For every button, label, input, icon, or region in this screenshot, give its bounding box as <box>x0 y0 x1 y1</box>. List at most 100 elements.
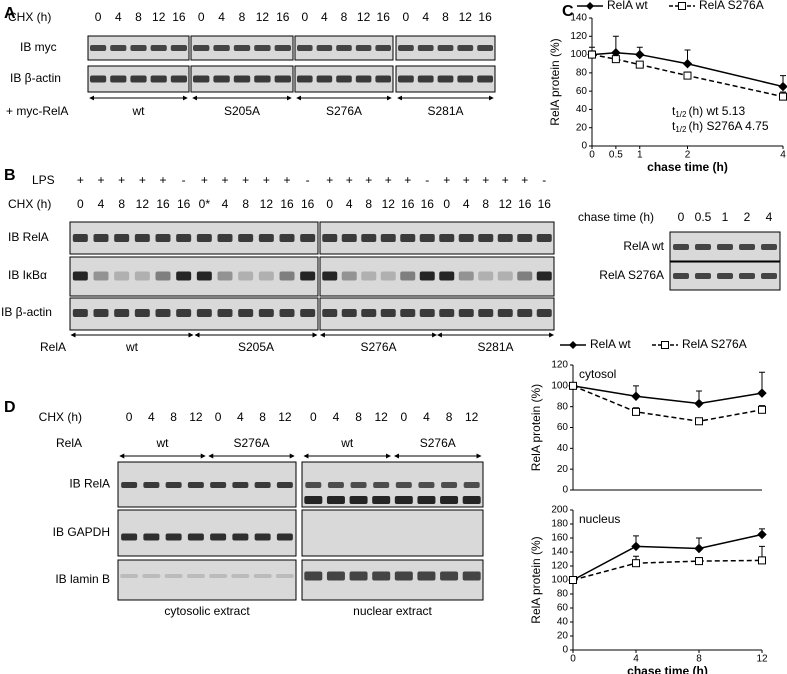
lane-label: 16 <box>301 197 315 211</box>
y-axis-label: RelA protein (%) <box>529 384 543 471</box>
chx-label: CHX (h) <box>8 10 51 24</box>
blot-band <box>398 75 414 83</box>
blot-band <box>355 75 372 83</box>
blot-band <box>274 45 291 51</box>
blot-band <box>361 309 377 317</box>
blot-band <box>110 75 127 83</box>
blot-band <box>394 496 413 504</box>
blot-band <box>120 574 139 578</box>
lane-label: 0* <box>199 197 211 211</box>
half-life-symbol: t <box>672 104 676 118</box>
group-label: wt <box>156 436 170 450</box>
blot-band <box>341 271 357 281</box>
point <box>631 541 641 552</box>
row-label: IB lamin B <box>55 572 110 586</box>
blot-band <box>93 309 109 317</box>
y-axis-label: RelA protein (%) <box>529 536 543 623</box>
chx-label: CHX (h) <box>39 410 82 424</box>
lps-sign: + <box>159 173 166 187</box>
group-label: S276A <box>233 436 269 450</box>
lps-sign: + <box>201 173 208 187</box>
blot-band <box>130 45 147 51</box>
blot-band <box>322 271 338 281</box>
blot-band <box>739 244 755 250</box>
blot-band <box>93 234 109 242</box>
blot-band <box>164 574 183 578</box>
construct-label: + myc-RelA <box>6 104 68 118</box>
blot-band <box>341 234 357 242</box>
blot-band <box>275 574 294 578</box>
lane-label: 12 <box>260 197 274 211</box>
extract-label: nuclear extract <box>353 604 432 618</box>
blot-band <box>417 496 436 504</box>
blot-band <box>93 271 109 281</box>
y-tick-label: 120 <box>570 31 587 42</box>
blot-band <box>72 271 88 281</box>
blot-band <box>417 571 436 581</box>
extract-label: cytosolic extract <box>164 604 250 618</box>
lane-label: 12 <box>189 410 203 424</box>
blot-band <box>155 271 171 281</box>
blot-band <box>196 309 212 317</box>
blot-band <box>114 234 130 242</box>
lane-label: 4 <box>222 197 229 211</box>
blot-band <box>717 273 733 279</box>
blot-band <box>114 309 130 317</box>
blot-band <box>400 309 416 317</box>
blot-band <box>458 271 474 281</box>
blot-band <box>394 571 413 581</box>
point <box>635 49 645 60</box>
blot-band <box>196 234 212 242</box>
lane-label: 4 <box>321 10 328 24</box>
lps-sign: + <box>326 173 333 187</box>
point <box>758 405 766 414</box>
legend-label: RelA S276A <box>699 0 764 12</box>
blot-band <box>536 309 552 317</box>
blot-band <box>134 309 150 317</box>
lane-label: 0 <box>443 197 450 211</box>
blot-band <box>497 234 513 242</box>
blot-band <box>395 482 412 488</box>
blot-band <box>254 45 271 51</box>
point <box>632 407 640 416</box>
blot-band <box>90 45 107 51</box>
blot-band <box>253 574 272 578</box>
blot-band <box>417 75 434 83</box>
half-life: t1/2 (h) S276A 4.75 <box>672 119 769 134</box>
y-tick-label: 140 <box>570 13 587 24</box>
y-tick-label: 160 <box>551 533 568 544</box>
blot-band <box>336 45 352 51</box>
half-life-text: (h) wt 5.13 <box>688 104 745 118</box>
blot-band <box>187 533 204 541</box>
blot-band <box>143 482 160 488</box>
y-tick-label: 180 <box>551 519 568 530</box>
blot-band <box>372 496 391 504</box>
y-tick-label: 60 <box>557 422 569 433</box>
group-label: wt <box>340 436 354 450</box>
lane-label: 12 <box>278 410 292 424</box>
point <box>682 59 693 69</box>
x-tick-label: 1 <box>637 150 643 161</box>
blot-band <box>300 309 316 317</box>
row-label: IB IκBα <box>8 268 47 282</box>
lane-label: 0 <box>400 410 407 424</box>
blot-band <box>238 234 254 242</box>
lane-label: 8 <box>482 197 489 211</box>
half-life-sub: 1/2 <box>675 110 687 119</box>
blot-band <box>400 234 416 242</box>
blot-band <box>254 75 271 83</box>
lane-label: 8 <box>239 10 246 24</box>
blot-band <box>673 273 689 279</box>
blot-band <box>355 45 372 51</box>
lps-sign: + <box>283 173 290 187</box>
blot-band <box>361 271 377 281</box>
annotation: nucleus <box>579 512 620 526</box>
y-tick-label: 60 <box>576 86 588 97</box>
half-life: t1/2 (h) wt 5.13 <box>672 104 745 119</box>
blot-band <box>279 271 295 281</box>
series-line <box>572 385 763 423</box>
blot-band <box>437 75 454 83</box>
blot-band <box>439 309 455 317</box>
series-line <box>572 385 763 405</box>
legend-label: RelA wt <box>607 0 648 12</box>
